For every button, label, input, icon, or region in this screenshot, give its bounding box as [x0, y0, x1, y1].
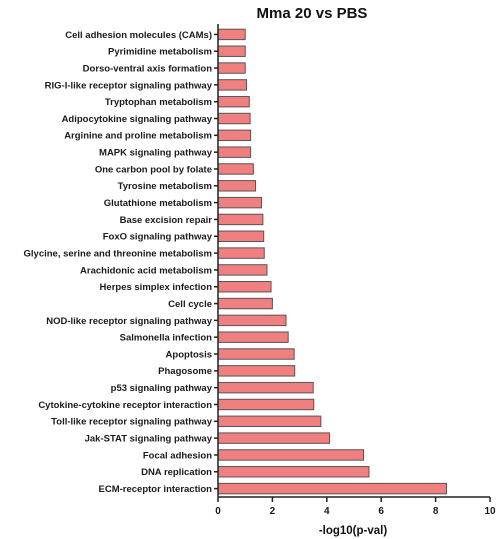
x-tick-label: 8: [433, 506, 439, 517]
bar: [217, 247, 265, 259]
axes: [214, 24, 491, 502]
bar: [217, 264, 268, 276]
bar: [217, 415, 322, 428]
bar: [217, 331, 289, 343]
bar: [217, 230, 265, 242]
category-label: Cell adhesion molecules (CAMs): [65, 30, 212, 41]
bar: [217, 297, 273, 310]
bar: [217, 398, 315, 411]
bar: [217, 482, 447, 495]
bar: [217, 449, 365, 461]
bar: [217, 432, 331, 444]
category-label: Glutathione metabolism: [104, 198, 212, 209]
category-label: FoxO signaling pathway: [103, 232, 213, 243]
category-label: NOD-like receptor signaling pathway: [46, 316, 212, 327]
category-label: Apoptosis: [166, 349, 212, 360]
category-label: Glycine, serine and threonine metabolism: [24, 248, 212, 259]
bar: [217, 466, 370, 478]
category-label: Salmonella infection: [120, 333, 213, 344]
category-label: Adipocytokine signaling pathway: [62, 114, 213, 125]
x-axis-title: -log10(p-val): [319, 525, 388, 537]
category-label: RIG-I-like receptor signaling pathway: [45, 80, 213, 91]
category-label: DNA replication: [141, 467, 212, 478]
bar: [217, 28, 246, 41]
category-label: Dorso-ventral axis formation: [83, 63, 213, 74]
bar: [217, 314, 287, 327]
x-tick-label: 10: [484, 506, 496, 517]
category-label: Base excision repair: [120, 215, 213, 226]
bar: [217, 95, 250, 108]
bar: [217, 146, 252, 158]
category-label: Focal adhesion: [143, 450, 212, 461]
bar: [217, 79, 248, 91]
bar: [217, 45, 246, 57]
category-label: Cell cycle: [168, 299, 212, 310]
bar: [217, 213, 264, 226]
bar: [217, 196, 263, 209]
x-tick-label: 6: [378, 506, 384, 517]
x-tick-label: 2: [270, 506, 276, 517]
bars-group: [217, 28, 447, 495]
category-label: MAPK signaling pathway: [99, 148, 213, 159]
category-label: Tryptophan metabolism: [105, 97, 212, 108]
bar: [217, 381, 314, 394]
category-label: Pyrimidine metabolism: [108, 47, 212, 58]
category-label: Arginine and proline metabolism: [64, 131, 212, 142]
bar: [217, 180, 257, 192]
category-label: Herpes simplex infection: [100, 282, 213, 293]
bar: [217, 129, 252, 142]
chart-title: Mma 20 vs PBS: [257, 5, 368, 22]
bar: [217, 365, 296, 377]
category-label: Phagosome: [158, 366, 212, 377]
category-label: Toll-like receptor signaling pathway: [51, 417, 213, 428]
category-label: Arachidonic acid metabolism: [80, 265, 212, 276]
category-label: ECM-receptor interaction: [99, 484, 213, 495]
bar: [217, 62, 246, 74]
category-label: Cytokine-cytokine receptor interaction: [38, 400, 212, 411]
category-label: One carbon pool by folate: [95, 164, 212, 175]
bar: [217, 281, 272, 293]
category-label: p53 signaling pathway: [111, 383, 213, 394]
bar: [217, 163, 254, 175]
category-label: Jak-STAT signaling pathway: [85, 434, 213, 445]
bar: [217, 348, 295, 360]
category-labels: Cell adhesion molecules (CAMs) Pyrimidine…: [24, 30, 213, 495]
x-tick-label: 0: [215, 506, 221, 517]
x-tick-labels: 0 2 4 6 8 10: [215, 506, 496, 517]
category-label: Tyrosine metabolism: [118, 181, 212, 192]
x-tick-label: 4: [324, 506, 330, 517]
bar: [217, 112, 251, 125]
